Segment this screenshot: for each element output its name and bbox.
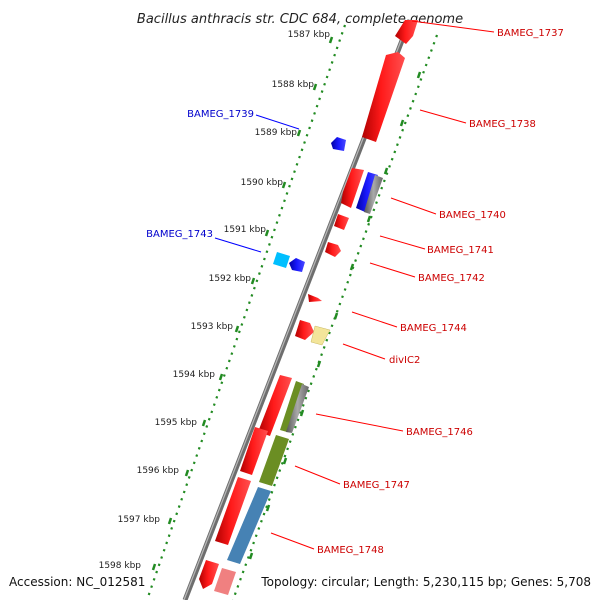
outer-tick-track: [145, 24, 347, 600]
accession-text: Accession: NC_012581: [9, 575, 145, 589]
gene-small-1743b[interactable]: [308, 294, 322, 302]
gene-BAMEG_1743-a[interactable]: [273, 252, 290, 268]
tick-label: 1589 kbp: [255, 128, 298, 138]
gene-red-1749[interactable]: [199, 560, 219, 589]
tick-label: 1588 kbp: [272, 80, 315, 90]
gene-red-1745[interactable]: [258, 375, 292, 436]
map-title: Bacillus anthracis str. CDC 684, complet…: [137, 12, 463, 27]
gene-BAMEG_1742[interactable]: [325, 242, 341, 257]
gene-label[interactable]: BAMEG_1744: [400, 323, 467, 334]
tick-label: 1596 kbp: [137, 466, 180, 476]
forward-genes: [199, 20, 418, 595]
tick-label: 1590 kbp: [241, 178, 284, 188]
tick-label: 1592 kbp: [209, 274, 252, 284]
gene-label[interactable]: BAMEG_1742: [418, 273, 485, 284]
gene-label[interactable]: BAMEG_1747: [343, 480, 410, 491]
gene-BAMEG_1744[interactable]: [295, 320, 314, 340]
gene-pink-1749[interactable]: [214, 568, 236, 595]
tick-label: 1595 kbp: [155, 418, 198, 428]
gene-BAMEG_1738[interactable]: [362, 52, 405, 142]
gene-BAMEG_1746[interactable]: [286, 384, 309, 433]
tick-label: 1597 kbp: [118, 515, 161, 525]
gene-red-1748[interactable]: [215, 477, 251, 545]
tick-label: 1591 kbp: [224, 225, 267, 235]
topology-summary: Topology: circular; Length: 5,230,115 bp…: [260, 575, 591, 589]
gene-label[interactable]: BAMEG_1739: [187, 109, 254, 120]
label-leaders: [214, 20, 495, 550]
tick-label: 1598 kbp: [99, 561, 142, 571]
gene-BAMEG_1740[interactable]: [341, 168, 364, 208]
gene-BAMEG_1743[interactable]: [289, 258, 305, 272]
tick-marks: [151, 36, 334, 571]
gene-BAMEG_1740-b[interactable]: [356, 172, 378, 212]
gene-label[interactable]: BAMEG_1738: [469, 119, 536, 130]
gene-BAMEG_1748[interactable]: [227, 487, 271, 564]
tick-label: 1593 kbp: [191, 322, 234, 332]
tick-label: 1587 kbp: [288, 30, 331, 40]
gene-label[interactable]: BAMEG_1743: [146, 229, 213, 240]
inner-tick-marks: [248, 71, 422, 560]
gene-BAMEG_1746-a[interactable]: [280, 381, 304, 432]
gene-BAMEG_1737[interactable]: [395, 20, 418, 44]
gene-label[interactable]: BAMEG_1737: [497, 28, 564, 39]
gene-BAMEG_1739[interactable]: [331, 137, 346, 151]
gene-label[interactable]: BAMEG_1740: [439, 210, 506, 221]
gene-red-1747[interactable]: [240, 427, 268, 475]
gene-label[interactable]: divIC2: [389, 355, 420, 366]
reverse-genes: [273, 137, 346, 272]
gene-divIC2[interactable]: [310, 325, 331, 346]
tick-label: 1594 kbp: [173, 370, 216, 380]
gene-label[interactable]: BAMEG_1748: [317, 545, 384, 556]
gene-labels: BAMEG_1737 BAMEG_1738 BAMEG_1740 BAMEG_1…: [146, 28, 564, 556]
gene-label[interactable]: BAMEG_1746: [406, 427, 473, 438]
gene-BAMEG_1741[interactable]: [334, 214, 349, 230]
tick-labels: 1587 kbp 1588 kbp 1589 kbp 1590 kbp 1591…: [99, 30, 331, 571]
gene-label[interactable]: BAMEG_1741: [427, 245, 494, 256]
gene-BAMEG_1747[interactable]: [259, 435, 289, 486]
gene-BAMEG_1740-c[interactable]: [364, 175, 383, 214]
